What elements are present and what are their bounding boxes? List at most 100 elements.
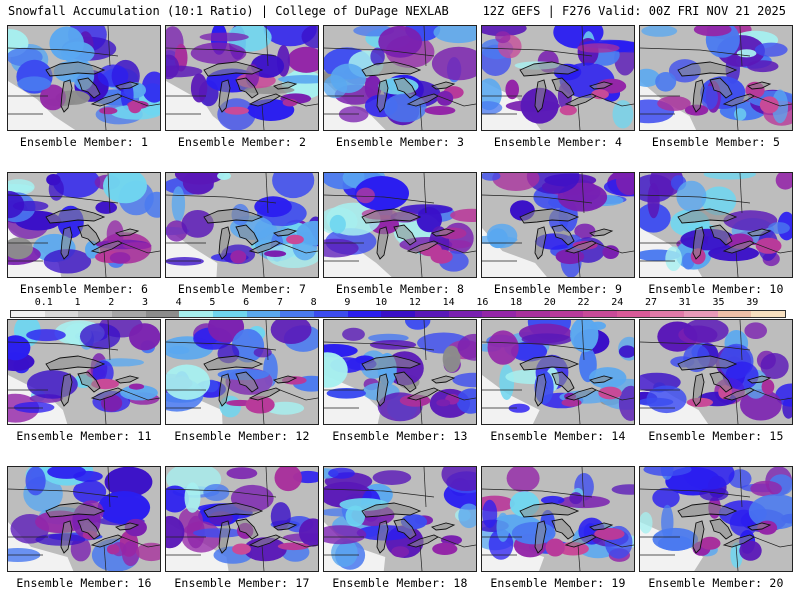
snowfall-blob: [12, 200, 49, 212]
political-border: [640, 194, 751, 204]
lake-effect-band: [755, 237, 782, 254]
political-border: [640, 47, 751, 57]
snowfall-blob: [49, 26, 84, 61]
political-border: [261, 544, 265, 571]
map-svg: [640, 320, 792, 424]
ensemble-member-map: [165, 172, 319, 278]
snowfall-blob: [708, 245, 759, 262]
snowfall-blob: [657, 96, 691, 111]
lake-effect-band: [699, 536, 721, 550]
lake-effect-band: [128, 383, 145, 390]
political-border: [279, 95, 318, 107]
lake-outline: [589, 375, 614, 384]
snowfall-blob: [506, 467, 540, 493]
lake-outline: [203, 502, 264, 518]
lake-outline: [77, 224, 101, 246]
lake-outline: [589, 522, 614, 531]
snowfall-blob: [457, 333, 476, 361]
political-border: [8, 341, 119, 351]
lake-outline: [551, 518, 575, 540]
snowfall-blob: [52, 173, 101, 198]
snowfall-blob: [456, 388, 476, 414]
political-border: [166, 341, 277, 351]
lake-effect-band: [391, 546, 410, 558]
colorbar-tick-label: 3: [141, 297, 148, 308]
lake-effect-band: [555, 248, 585, 265]
model-run-info: 12Z GEFS | F276 Valid: 00Z FRI NOV 21 20…: [482, 4, 786, 18]
snowfall-blob: [324, 238, 359, 258]
snowfall-blob: [618, 345, 634, 358]
political-border: [103, 103, 107, 130]
snowfall-blob: [661, 504, 674, 540]
political-border: [595, 242, 634, 254]
colorbar-tick-label: 6: [243, 297, 250, 308]
ensemble-member-map: [165, 466, 319, 572]
lake-outline: [273, 81, 298, 90]
lake-effect-band: [264, 250, 287, 257]
lake-outline: [60, 79, 73, 113]
snowfall-blob: [95, 201, 117, 214]
lake-effect-band: [101, 394, 123, 412]
lake-effect-band: [245, 396, 275, 414]
political-border: [640, 488, 751, 498]
lake-outline: [77, 77, 101, 99]
map-svg: [324, 467, 476, 571]
snowfall-blob: [178, 507, 203, 534]
snowfall-blob: [652, 487, 680, 509]
ensemble-member-map: [481, 25, 635, 131]
lake-effect-band: [224, 106, 249, 115]
ensemble-member-map: [639, 172, 793, 278]
colorbar-swatch: [11, 311, 45, 317]
snowfall-blob: [748, 494, 792, 530]
lake-outline: [677, 502, 738, 518]
snowfall-blob: [739, 540, 762, 561]
lake-outline: [534, 520, 547, 554]
lake-effect-band: [230, 250, 247, 264]
lake-outline: [376, 79, 389, 113]
lake-effect-band: [436, 399, 451, 407]
lake-outline: [218, 79, 231, 113]
snowfall-blob: [287, 46, 318, 73]
lake-outline: [393, 77, 417, 99]
ensemble-member-map: [639, 319, 793, 425]
political-border: [482, 194, 593, 204]
political-border: [103, 544, 107, 571]
political-border: [107, 26, 111, 67]
lake-outline: [203, 355, 264, 371]
political-border: [419, 103, 423, 130]
snowfall-blob: [272, 173, 315, 199]
lake-effect-band: [282, 98, 298, 107]
lake-outline: [551, 77, 575, 99]
political-border: [103, 250, 107, 277]
lake-outline: [361, 502, 422, 518]
political-border: [437, 95, 476, 107]
lake-outline: [393, 518, 417, 540]
map-svg: [640, 26, 792, 130]
ensemble-member-label: Ensemble Member: 2: [177, 135, 307, 149]
snowfall-blob: [324, 525, 367, 545]
political-border: [423, 320, 427, 361]
ensemble-member-label: Ensemble Member: 4: [493, 135, 623, 149]
snowfall-blob: [329, 214, 346, 234]
map-svg: [640, 467, 792, 571]
lake-outline: [45, 355, 106, 371]
snowfall-blob: [611, 484, 634, 495]
political-border: [753, 536, 792, 548]
snowfall-blob: [442, 345, 461, 373]
map-svg: [482, 26, 634, 130]
snowfall-blob: [129, 323, 160, 351]
ensemble-member-label: Ensemble Member: 18: [332, 576, 468, 590]
colorbar-tick-label: 4: [175, 297, 182, 308]
snowfall-blob: [370, 47, 385, 66]
snowfall-blob: [521, 333, 573, 346]
lake-outline: [519, 208, 580, 224]
political-border: [423, 26, 427, 67]
snowfall-blob: [482, 499, 498, 528]
colorbar-swatch: [280, 311, 314, 317]
snowfall-blob: [703, 173, 756, 180]
map-svg: [8, 467, 160, 571]
lake-outline: [361, 355, 422, 371]
map-svg: [324, 173, 476, 277]
snowfall-blob: [574, 223, 596, 239]
lake-effect-band: [545, 538, 565, 557]
